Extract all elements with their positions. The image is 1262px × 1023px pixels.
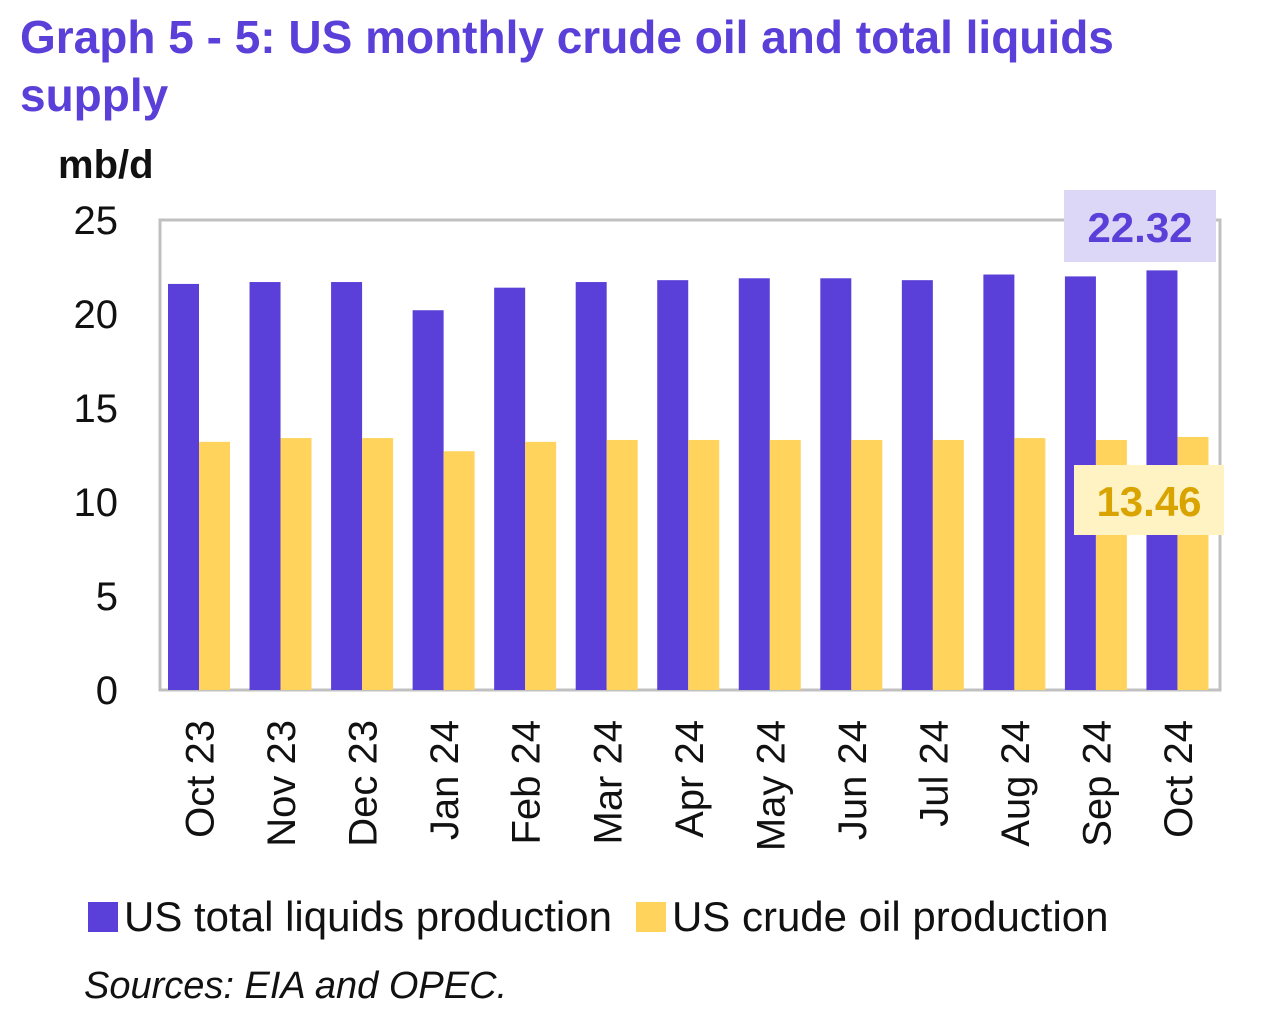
bar-total-liquids-3 (412, 310, 444, 690)
bar-crude-oil-10 (1014, 438, 1046, 690)
bar-crude-oil-9 (932, 439, 964, 690)
x-tick-label: Nov 23 (260, 720, 304, 847)
x-tick-label: Aug 24 (994, 720, 1038, 847)
crude-oil-data-label: 13.46 (1096, 478, 1201, 525)
bar-total-liquids-4 (494, 287, 526, 690)
bar-total-liquids-6 (657, 280, 689, 690)
bar-crude-oil-2 (362, 438, 394, 690)
x-tick-label: May 24 (749, 720, 793, 851)
bar-total-liquids-9 (901, 280, 933, 690)
legend-swatch-crude-oil (635, 902, 666, 932)
y-tick-label: 25 (74, 199, 119, 243)
y-tick-label: 0 (96, 669, 118, 713)
y-tick-label: 5 (96, 575, 118, 619)
bar-total-liquids-10 (983, 274, 1015, 690)
bar-crude-oil-0 (199, 441, 230, 690)
bar-total-liquids-8 (820, 278, 852, 690)
x-tick-label: Jul 24 (912, 720, 956, 827)
crude-oil-label-box (1074, 465, 1224, 535)
x-tick-label: Jun 24 (831, 720, 875, 840)
bar-crude-oil-6 (688, 439, 720, 690)
bar-total-liquids-5 (575, 282, 607, 690)
bar-total-liquids-7 (738, 278, 770, 690)
bar-total-liquids-0 (168, 283, 199, 690)
x-tick-label: Jan 24 (423, 720, 467, 840)
y-tick-label: 20 (74, 293, 119, 337)
bar-crude-oil-3 (443, 451, 475, 690)
y-axis-unit-label: mb/d (58, 143, 154, 187)
bar-crude-oil-5 (606, 439, 638, 690)
y-tick-label: 10 (74, 481, 119, 525)
bar-crude-oil-8 (851, 439, 883, 690)
y-tick-label: 15 (74, 387, 119, 431)
legend-label-total-liquids: US total liquids production (124, 893, 612, 940)
bar-total-liquids-1 (249, 282, 281, 690)
legend-swatch-total-liquids (88, 902, 118, 932)
x-tick-label: Dec 23 (342, 720, 386, 847)
x-tick-label: Apr 24 (668, 720, 712, 838)
chart-legend: US total liquids production US crude oil… (88, 893, 1133, 941)
chart-title: Graph 5 - 5: US monthly crude oil and to… (20, 11, 1114, 121)
bar-crude-oil-7 (769, 439, 801, 690)
bar-total-liquids-2 (331, 282, 363, 690)
x-tick-label: Sep 24 (1075, 720, 1119, 847)
legend-item-total-liquids: US total liquids production (88, 893, 612, 941)
total-liquids-label-box (1064, 190, 1216, 262)
legend-label-crude-oil: US crude oil production (671, 893, 1109, 940)
x-tick-label: Oct 24 (1157, 720, 1201, 838)
source-note: Sources: EIA and OPEC. (84, 965, 508, 1007)
bar-crude-oil-1 (280, 438, 312, 690)
x-tick-label: Oct 23 (179, 720, 223, 838)
x-tick-label: Mar 24 (586, 720, 630, 845)
total-liquids-data-label: 22.32 (1087, 204, 1192, 251)
bar-crude-oil-4 (525, 441, 557, 690)
x-tick-label: Feb 24 (505, 720, 549, 845)
bar-chart: 0 5 10 15 20 25 Oct 23 Nov 23 Dec 23 Jan 24 Feb 2… (74, 190, 1224, 851)
legend-item-crude-oil: US crude oil production (635, 893, 1109, 941)
